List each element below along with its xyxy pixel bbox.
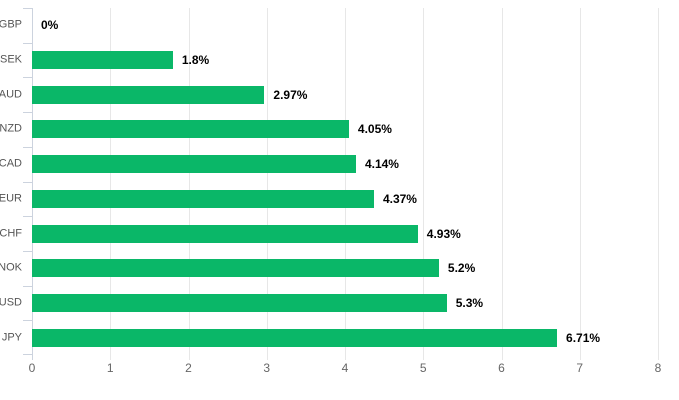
y-axis-boundary-tick	[23, 250, 32, 252]
gridline	[579, 8, 581, 360]
bar-row-chf: 4.93%	[32, 216, 658, 251]
y-axis-category-labels: GBP SEK AUD NZD CAD EUR CHF NOK USD JPY	[0, 8, 23, 355]
category-label-eur: EUR	[0, 192, 22, 205]
category-label-chf: CHF	[0, 227, 22, 240]
bar-row-nok: 5.2%	[32, 251, 658, 286]
category-label-usd: USD	[0, 296, 22, 309]
bar-aud	[32, 85, 265, 104]
category-label-aud: AUD	[0, 88, 22, 101]
category-label-nzd: NZD	[0, 122, 22, 135]
y-axis-boundary-tick	[23, 320, 32, 322]
gridline	[423, 8, 425, 360]
bar-jpy	[32, 328, 558, 347]
value-label-usd: 5.3%	[455, 295, 484, 310]
x-axis-tick-label: 8	[654, 361, 662, 375]
category-label-cad: CAD	[0, 157, 22, 170]
x-axis-tick-label: 3	[263, 361, 271, 375]
value-label-sek: 1.8%	[181, 53, 210, 68]
category-label-row: SEK	[0, 43, 23, 78]
y-axis-boundary-tick	[23, 77, 32, 79]
y-axis-boundary-tick	[23, 8, 32, 9]
bar-row-cad: 4.14%	[32, 147, 658, 182]
value-label-cad: 4.14%	[364, 157, 399, 172]
category-label-row: NZD	[0, 112, 23, 147]
bar-row-sek: 1.8%	[32, 43, 658, 78]
bar-sek	[32, 51, 173, 70]
y-axis-boundary-tick	[23, 146, 32, 148]
bar-row-nzd: 4.05%	[32, 112, 658, 147]
y-axis-boundary-tick	[23, 112, 32, 114]
bar-eur	[32, 189, 374, 208]
bar-row-jpy: 6.71%	[32, 320, 658, 355]
bar-row-eur: 4.37%	[32, 182, 658, 217]
y-axis-boundary-tick	[23, 354, 32, 355]
x-axis-tick-label: 2	[185, 361, 192, 375]
bar-cad	[32, 155, 356, 174]
category-label-row: NOK	[0, 251, 23, 286]
bar-row-gbp: 0%	[32, 8, 658, 43]
bar-row-usd: 5.3%	[32, 286, 658, 321]
gridline	[188, 8, 190, 360]
y-axis-line	[32, 8, 33, 360]
x-axis-tick-label: 5	[419, 361, 427, 375]
gridline	[110, 8, 112, 360]
x-axis-tick-label: 0	[28, 361, 36, 375]
value-label-eur: 4.37%	[382, 191, 417, 206]
category-label-nok: NOK	[0, 261, 22, 274]
value-label-aud: 2.97%	[273, 87, 308, 102]
gridline	[501, 8, 503, 360]
value-label-chf: 4.93%	[426, 226, 461, 241]
category-label-jpy: JPY	[1, 331, 22, 344]
x-axis-tick-label: 4	[341, 361, 349, 375]
category-label-row: USD	[0, 286, 23, 321]
x-axis-tick-label: 6	[498, 361, 505, 375]
bar-nok	[32, 259, 439, 278]
gridline	[658, 8, 659, 360]
value-label-nok: 5.2%	[447, 261, 476, 276]
category-label-row: EUR	[0, 182, 23, 217]
value-label-gbp: 0%	[41, 18, 59, 33]
plot-area: 0% 1.8% 2.97% 4.05% 4.14% 4.37% 4.93% 5.2% 5.3% 6…	[23, 8, 659, 360]
y-axis-boundary-tick	[23, 42, 32, 44]
category-label-row: CAD	[0, 147, 23, 182]
y-axis-boundary-tick	[23, 285, 32, 287]
y-axis-boundary-tick	[23, 216, 32, 218]
bar-chf	[32, 224, 418, 243]
category-label-row: GBP	[0, 8, 23, 43]
bar-row-aud: 2.97%	[32, 77, 658, 112]
value-label-nzd: 4.05%	[357, 122, 392, 137]
category-label-row: JPY	[0, 320, 23, 355]
category-label-sek: SEK	[0, 53, 22, 66]
gridline	[266, 8, 268, 360]
category-label-row: AUD	[0, 77, 23, 112]
y-axis-boundary-tick	[23, 181, 32, 183]
category-label-row: CHF	[0, 216, 23, 251]
bar-usd	[32, 293, 447, 312]
value-label-jpy: 6.71%	[566, 330, 601, 345]
x-axis-tick-labels: 0 1 2 3 4 5 6 7 8	[28, 361, 662, 378]
gridline	[345, 8, 346, 360]
category-label-gbp: GBP	[0, 18, 22, 31]
x-axis-tick-label: 7	[576, 361, 584, 375]
x-axis-tick-label: 1	[106, 361, 114, 375]
bar-nzd	[32, 120, 349, 139]
